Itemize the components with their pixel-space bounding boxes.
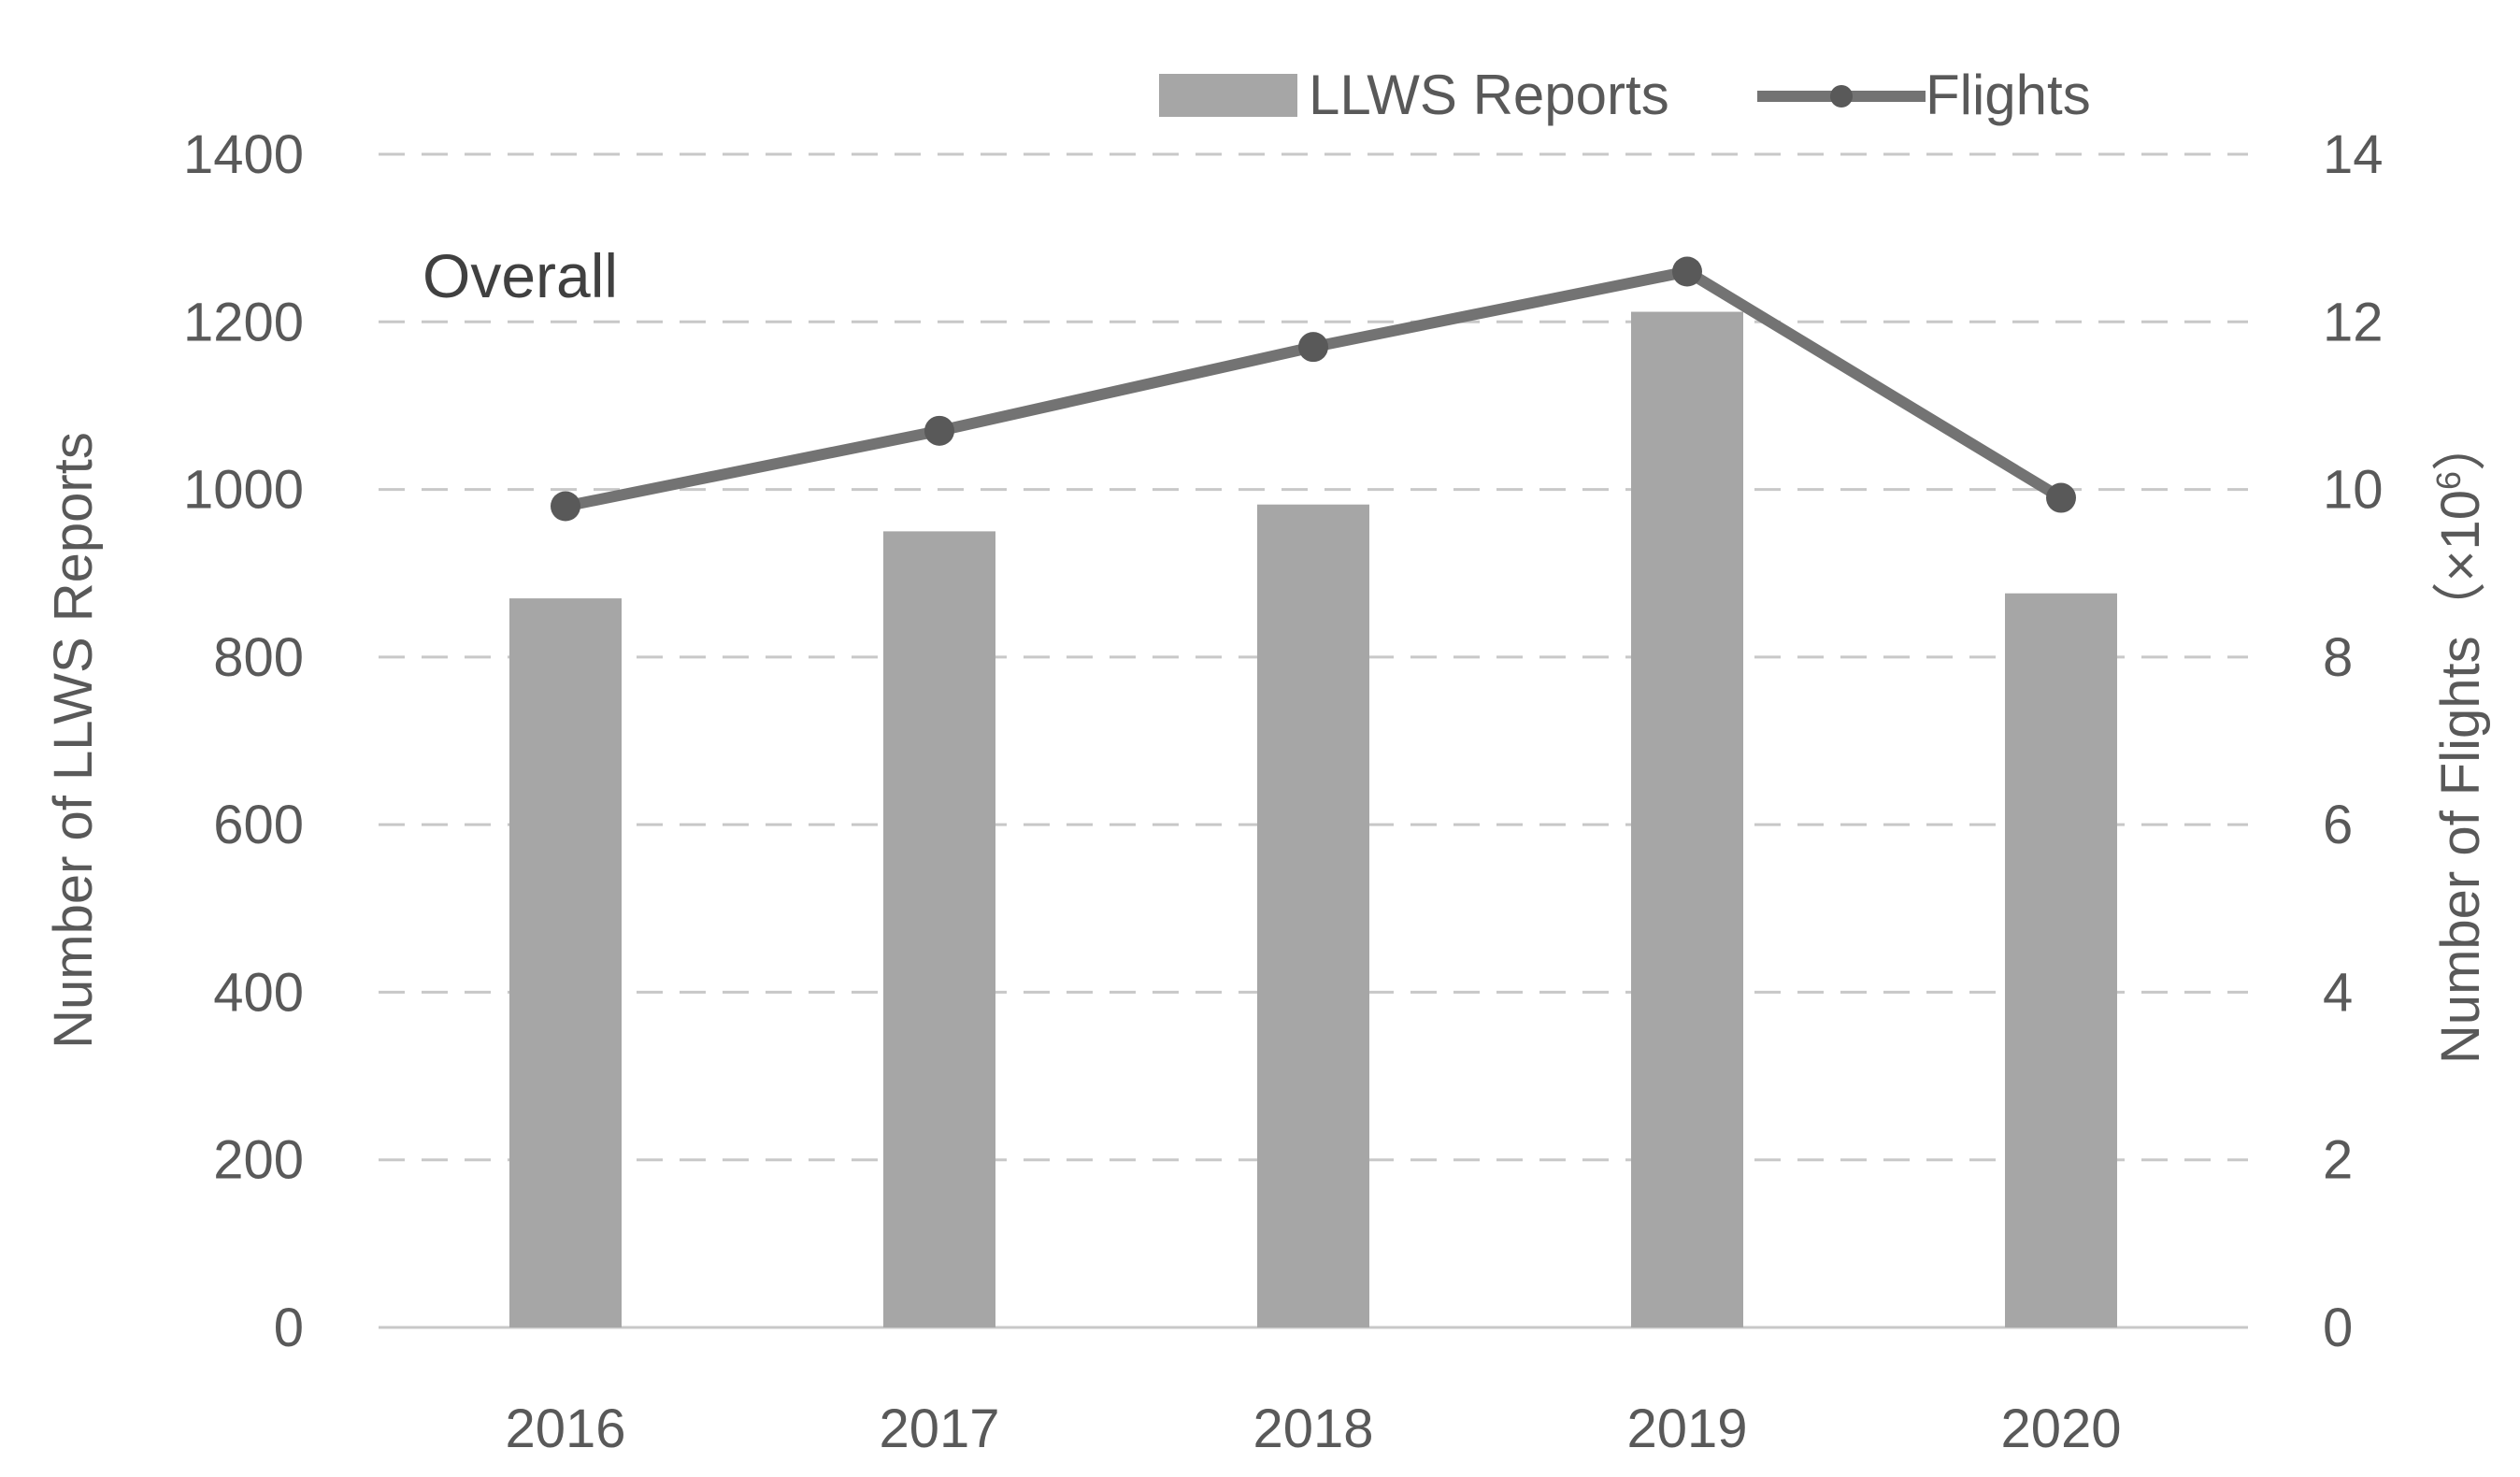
y-axis-title-left: Number of LLWS Reports [43, 432, 104, 1049]
flights-point-2017 [924, 415, 954, 446]
bar-2019 [1631, 311, 1743, 1327]
y-tick-right-6: 6 [2323, 795, 2353, 855]
annotation-overall: Overall [422, 241, 618, 310]
y-tick-left-0: 0 [274, 1298, 304, 1358]
x-tick-2019: 2019 [1626, 1398, 1747, 1459]
y-tick-right-0: 0 [2323, 1298, 2353, 1358]
bar-2016 [509, 598, 622, 1327]
x-tick-2016: 2016 [505, 1398, 625, 1459]
y-axis-title-right-exponent: 6 [2429, 471, 2468, 490]
y-axis-title-right-close: ） [2430, 417, 2491, 471]
y-tick-right-4: 4 [2323, 962, 2353, 1023]
flights-line [564, 265, 2065, 512]
legend-label-line: Flights [1926, 64, 2091, 126]
tick-labels: 0 200 400 600 800 1000 1200 1400 0 2 4 6 8 10 12 14 2016… [183, 124, 2384, 1459]
y-axis-title-right: Number of Flights（×106） [2429, 417, 2492, 1064]
x-tick-2018: 2018 [1253, 1398, 1373, 1459]
y-tick-left-1400: 1400 [183, 124, 304, 185]
y-tick-left-400: 400 [213, 962, 304, 1023]
line-series [551, 256, 2076, 522]
y-tick-left-1000: 1000 [183, 460, 304, 521]
y-tick-left-200: 200 [213, 1130, 304, 1191]
legend-swatch-bar [1159, 74, 1297, 117]
flights-point-2016 [551, 491, 580, 522]
flights-point-2018 [1298, 332, 1328, 363]
y-tick-right-10: 10 [2323, 460, 2384, 521]
y-tick-right-2: 2 [2323, 1130, 2353, 1191]
y-tick-right-14: 14 [2323, 124, 2384, 185]
y-tick-right-8: 8 [2323, 627, 2353, 688]
gridlines [379, 152, 2248, 1329]
bar-2020 [2005, 593, 2117, 1327]
legend: LLWS Reports Flights [1159, 64, 2091, 126]
y-axis-title-right-main: Number of Flights（×10 [2430, 490, 2491, 1064]
bar-2018 [1257, 504, 1369, 1327]
y-tick-right-12: 12 [2323, 292, 2384, 352]
x-tick-2020: 2020 [2000, 1398, 2121, 1459]
legend-swatch-marker [1830, 85, 1853, 108]
y-tick-left-600: 600 [213, 795, 304, 855]
y-tick-left-800: 800 [213, 627, 304, 688]
flights-point-2020 [2046, 482, 2076, 513]
y-tick-left-1200: 1200 [183, 292, 304, 352]
legend-label-bar: LLWS Reports [1309, 64, 1669, 126]
flights-point-2019 [1672, 256, 1702, 287]
bar-2017 [883, 531, 995, 1327]
bar-series [509, 311, 2117, 1327]
x-tick-2017: 2017 [879, 1398, 999, 1459]
